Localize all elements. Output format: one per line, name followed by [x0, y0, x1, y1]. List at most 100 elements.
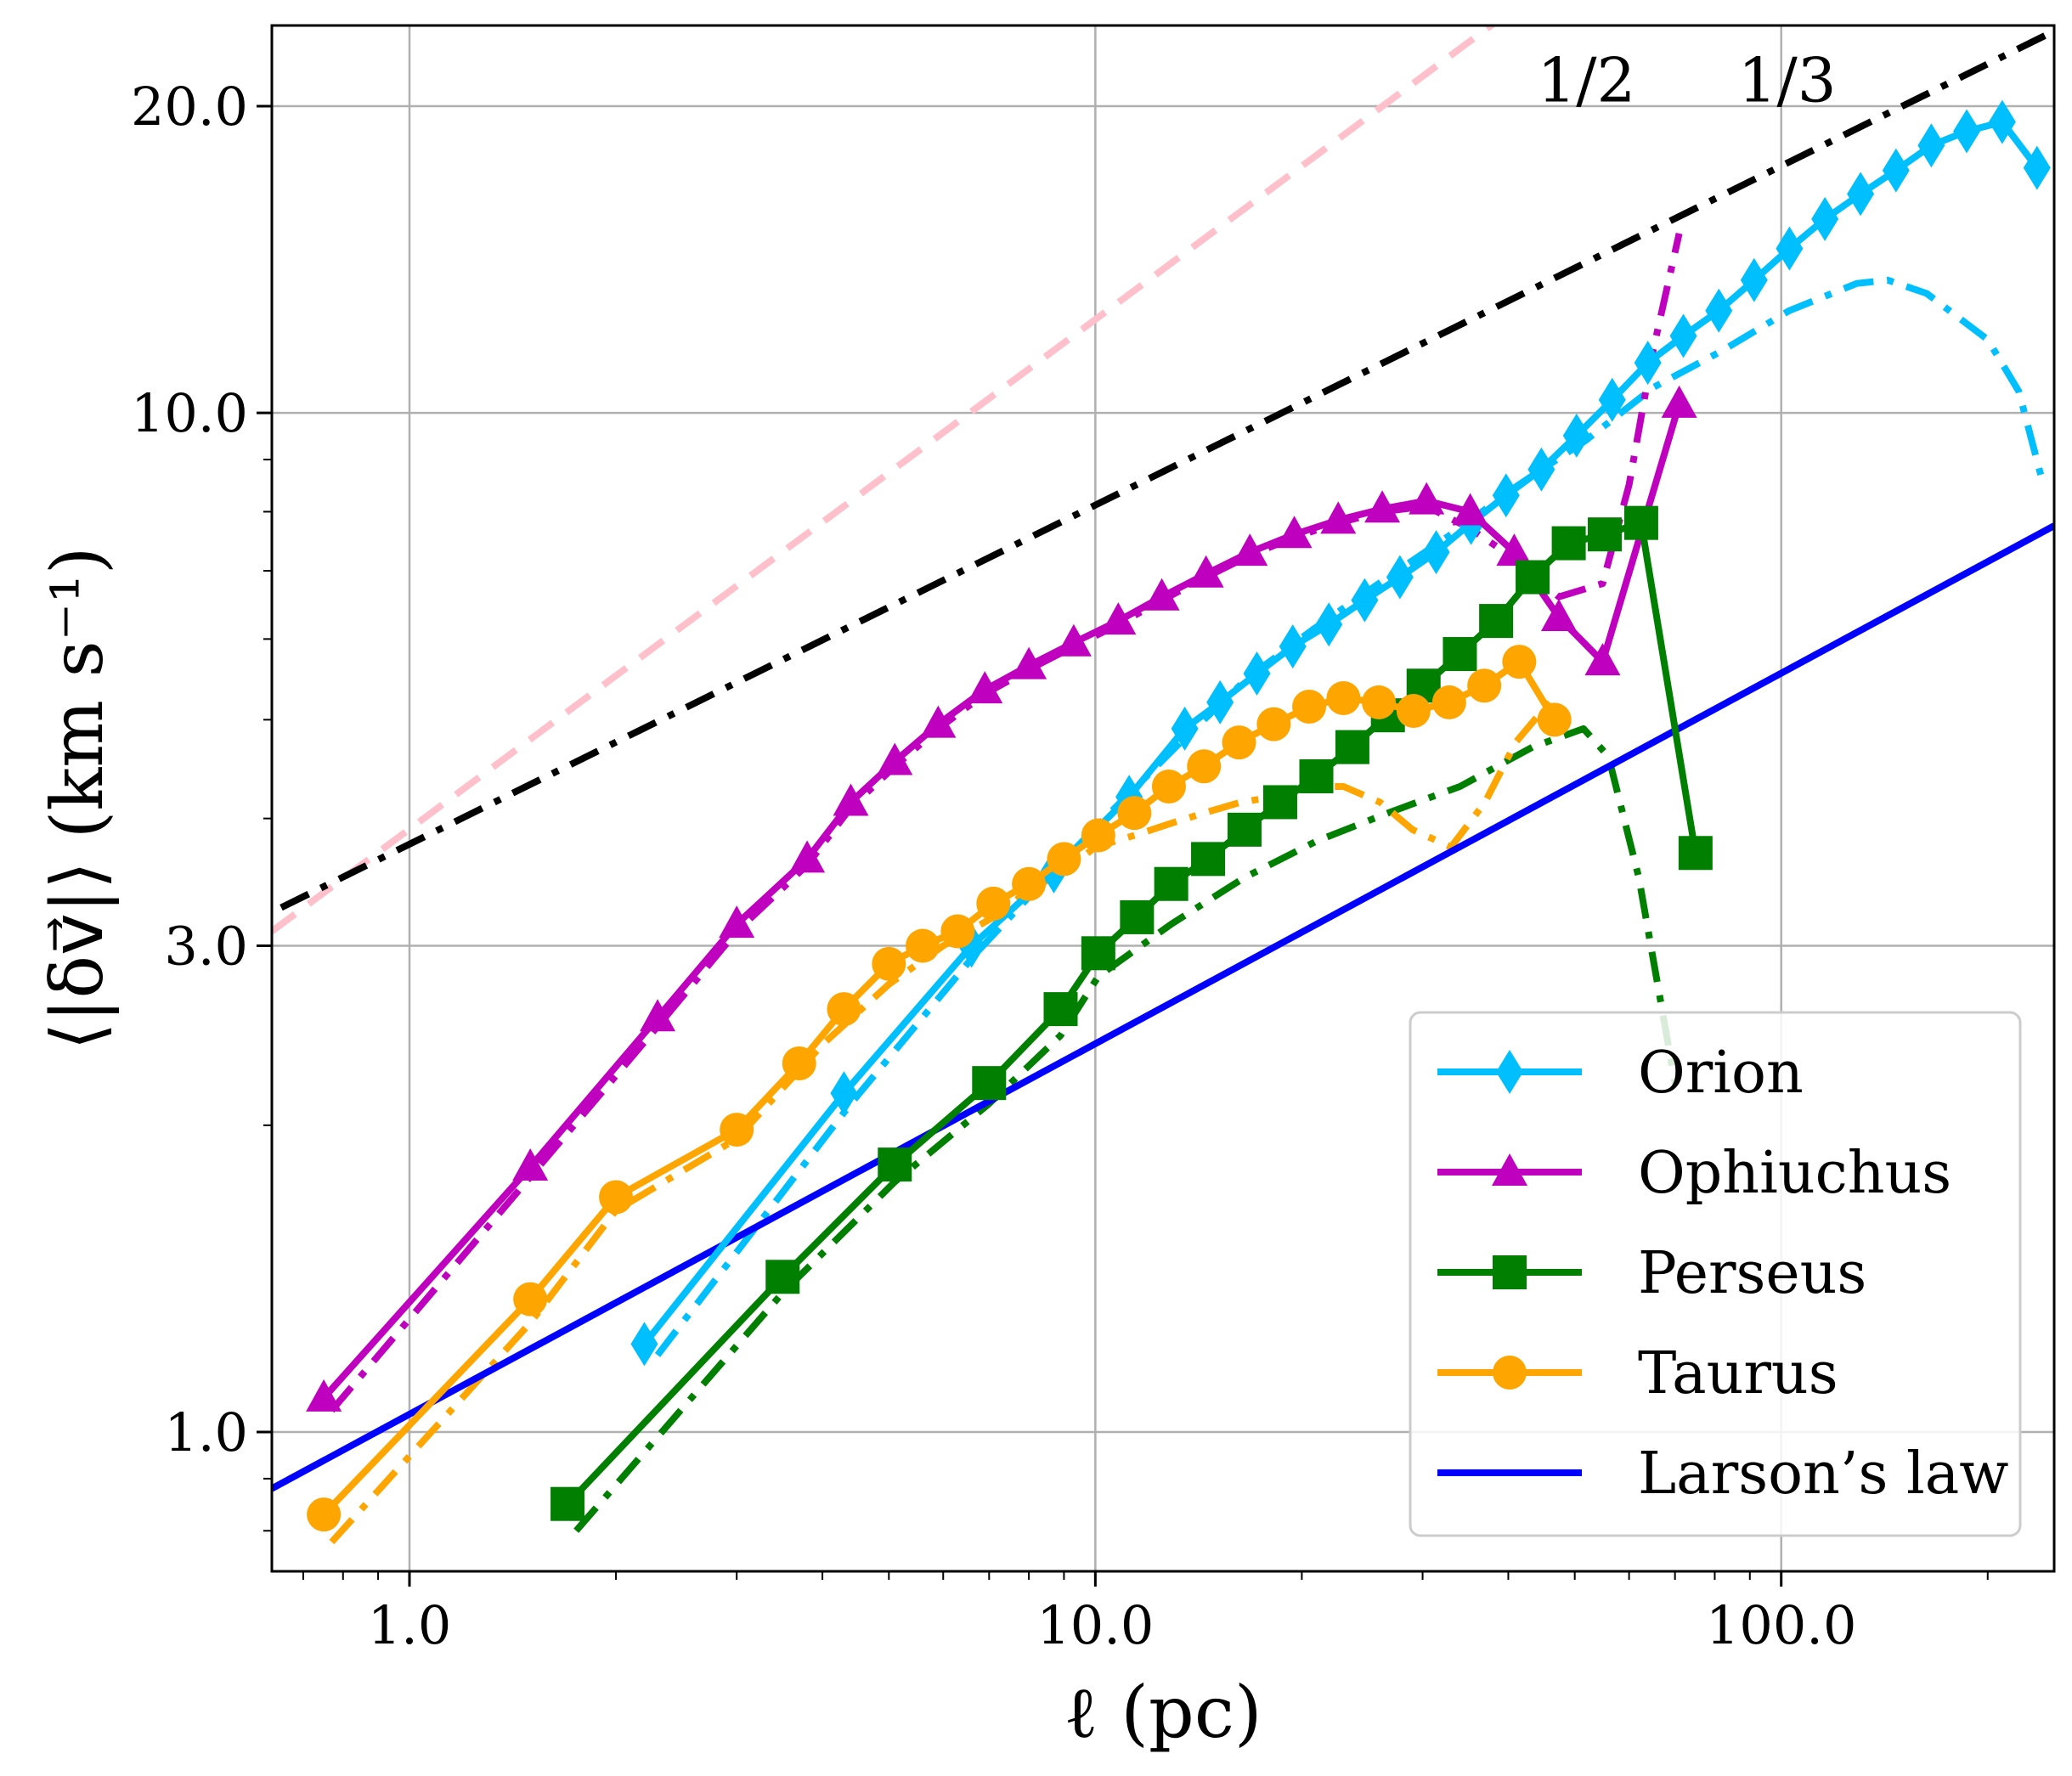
- ophiuchus-point: [1452, 493, 1488, 526]
- perseus-point: [1081, 936, 1115, 971]
- perseus-point: [1120, 899, 1155, 934]
- ophiuchus-point: [1661, 385, 1697, 418]
- reference-line-dash: [272, 25, 1497, 934]
- taurus-point: [940, 914, 975, 949]
- taurus-point: [1431, 685, 1466, 719]
- orion-point: [2023, 145, 2051, 190]
- orion-point: [1386, 555, 1414, 600]
- ophiuchus-point: [1232, 533, 1268, 567]
- ophiuchus-point: [1276, 516, 1313, 549]
- annotation-slope-third: 1/3: [1738, 45, 1837, 116]
- orion-point: [1243, 651, 1271, 696]
- orion-point: [1527, 447, 1555, 492]
- x-tick-label: 1.0: [368, 1594, 452, 1656]
- orion-point: [1669, 313, 1697, 358]
- perseus-dashdot-line: [573, 724, 1679, 1533]
- perseus-point: [878, 1147, 912, 1182]
- taurus-point: [1012, 866, 1047, 901]
- ophiuchus-point: [877, 742, 913, 775]
- ophiuchus-point: [1188, 555, 1224, 588]
- taurus-point: [1362, 685, 1397, 719]
- orion-point: [830, 1071, 858, 1116]
- perseus-point: [972, 1066, 1007, 1101]
- taurus-point: [1081, 818, 1115, 853]
- plot-frame: [270, 24, 2056, 1573]
- taurus-dashdot-line: [329, 691, 1560, 1545]
- orion-point: [1740, 257, 1768, 302]
- perseus-point: [1191, 842, 1226, 877]
- legend-marker-taurus: [1493, 1356, 1527, 1390]
- ophiuchus-point: [719, 905, 755, 939]
- taurus-point: [1467, 668, 1502, 703]
- orion-point: [1351, 578, 1379, 623]
- orion-point: [1422, 530, 1450, 575]
- perseus-point: [1299, 758, 1334, 793]
- taurus-point: [1047, 842, 1081, 877]
- orion-point: [1171, 706, 1199, 751]
- ophiuchus-point: [1364, 490, 1401, 523]
- orion-point: [1492, 473, 1520, 518]
- perseus-point: [1442, 637, 1477, 672]
- ophiuchus-point: [1409, 482, 1445, 515]
- legend-label-taurus: Taurus: [1638, 1340, 1838, 1407]
- x-tick-label: 100.0: [1706, 1594, 1857, 1656]
- taurus-point: [307, 1497, 342, 1532]
- legend-label-orion: Orion: [1638, 1040, 1804, 1107]
- orion-point: [1279, 624, 1307, 669]
- orion-point: [1634, 341, 1662, 386]
- ophiuchus-point: [833, 783, 869, 816]
- taurus-point: [513, 1282, 548, 1316]
- taurus-point: [827, 992, 861, 1027]
- ophiuchus-point: [1496, 533, 1533, 567]
- orion-point: [1811, 196, 1839, 241]
- perseus-point: [1551, 526, 1586, 561]
- ophiuchus-point: [1320, 501, 1357, 534]
- reference-lines: [272, 25, 2054, 934]
- grid: [272, 25, 2054, 1571]
- y-tick-label: 1.0: [164, 1401, 248, 1463]
- orion-point: [1953, 109, 1981, 154]
- orion-point: [1598, 377, 1626, 422]
- taurus-point: [872, 946, 906, 981]
- legend-label-larson-s-law: Larson’s law: [1638, 1441, 2008, 1508]
- taurus-point: [906, 928, 940, 963]
- taurus-point: [1151, 769, 1186, 803]
- ophiuchus-point: [512, 1147, 549, 1181]
- taurus-point: [720, 1113, 754, 1147]
- taurus-point: [1292, 689, 1327, 724]
- ophiuchus-point: [1055, 623, 1092, 657]
- taurus-point: [782, 1046, 816, 1081]
- perseus-point: [550, 1486, 585, 1521]
- perseus-point: [1678, 836, 1713, 871]
- taurus-point: [1187, 749, 1222, 784]
- orion-point: [1917, 123, 1945, 168]
- legend-label-perseus: Perseus: [1638, 1240, 1866, 1307]
- ophiuchus-point: [1011, 646, 1047, 679]
- series: [272, 99, 2054, 1545]
- taurus-point: [599, 1180, 634, 1215]
- perseus-point: [1262, 785, 1297, 820]
- ophiuchus-point: [306, 1379, 342, 1412]
- ophiuchus-point: [920, 705, 957, 738]
- taurus-point: [1222, 725, 1256, 760]
- ophiuchus-point: [1540, 598, 1577, 631]
- orion-point: [1882, 148, 1910, 193]
- annotation-slope-half: 1/2: [1537, 45, 1635, 116]
- taurus-point: [1326, 680, 1361, 715]
- perseus-line: [565, 519, 1699, 1507]
- orion-point: [1988, 99, 2016, 144]
- ophiuchus-point: [640, 999, 676, 1032]
- perseus-point: [1043, 992, 1078, 1027]
- perseus-point: [1335, 730, 1369, 764]
- perseus-point: [1623, 505, 1658, 540]
- ophiuchus-point: [967, 671, 1003, 704]
- perseus-point: [1227, 812, 1262, 847]
- y-axis-label: ⟨|δv⃗|⟩ (km s⁻¹): [36, 546, 119, 1050]
- perseus-point: [1588, 517, 1623, 552]
- orion-point: [1562, 413, 1590, 458]
- perseus-point: [1154, 866, 1188, 901]
- orion-point: [1315, 602, 1343, 647]
- y-tick-label: 3.0: [164, 916, 248, 978]
- legend-box: [1409, 1011, 2022, 1537]
